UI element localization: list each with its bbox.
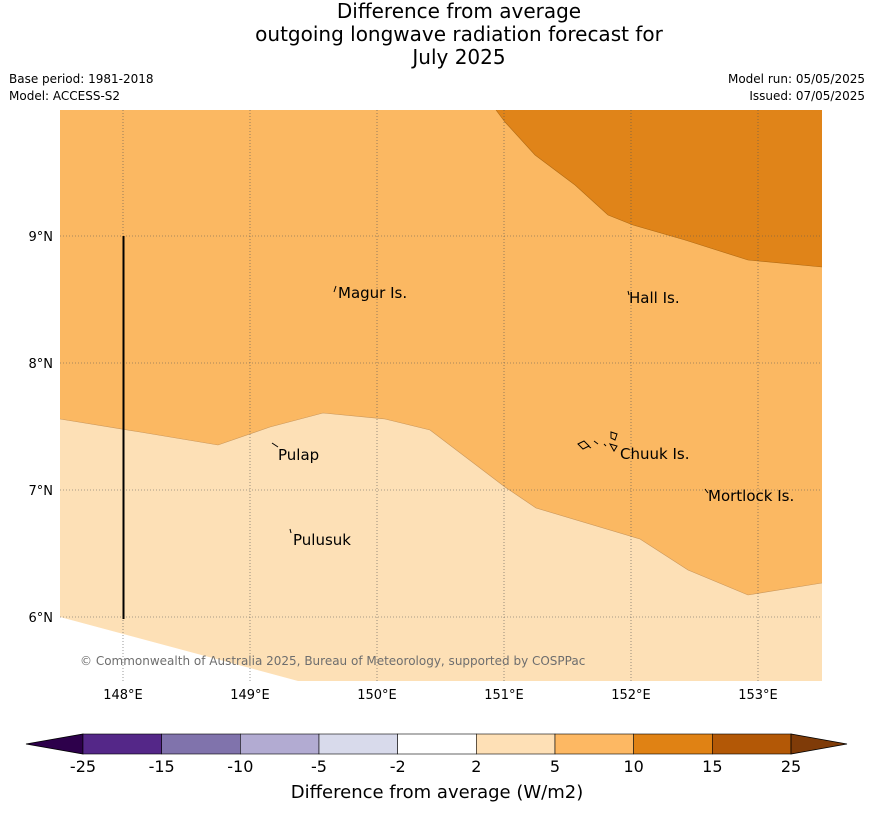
meta-left: Base period: 1981-2018 Model: ACCESS-S2 — [9, 71, 154, 105]
colorbar-tick-label: -5 — [311, 757, 327, 776]
colorbar-segment — [476, 733, 556, 755]
lat-tick-7n: 7°N — [29, 484, 54, 499]
colorbar-label: Difference from average (W/m2) — [291, 782, 583, 803]
colorbar-segment — [633, 733, 713, 755]
model-run: Model run: 05/05/2025 — [727, 72, 865, 86]
colorbar — [25, 733, 848, 755]
colorbar-tick-label: 5 — [550, 757, 560, 776]
lon-tick-149: 149°E — [230, 688, 270, 703]
band-10-to-15 — [496, 110, 822, 267]
contour-10 — [495, 110, 822, 268]
lat-tick-6n: 6°N — [29, 611, 54, 626]
place-pulap: Pulap — [278, 446, 319, 464]
title-line-1: Difference from average — [336, 0, 582, 23]
colorbar-segment — [554, 733, 634, 755]
colorbar-segment — [318, 733, 398, 755]
colorbar-tick-label: -25 — [70, 757, 96, 776]
lon-tick-153: 153°E — [738, 688, 778, 703]
colorbar-segment — [82, 733, 162, 755]
colorbar-segment — [712, 733, 792, 755]
contour-5 — [60, 412, 822, 596]
island-shapes — [271, 285, 709, 534]
base-period: Base period: 1981-2018 — [9, 72, 154, 86]
colorbar-tick-label: 10 — [623, 757, 643, 776]
lat-tick-labels: 9°N 8°N 7°N 6°N — [29, 230, 54, 626]
gridlines — [60, 110, 822, 681]
model-name: Model: ACCESS-S2 — [9, 89, 121, 103]
title-line-3: July 2025 — [412, 45, 506, 69]
map-area: Magur Is. Hall Is. Pulap Chuuk Is. Mortl… — [60, 110, 822, 681]
colorbar-segment — [397, 733, 477, 755]
colorbar-tick-label: -2 — [390, 757, 406, 776]
place-pulusuk: Pulusuk — [293, 531, 351, 549]
place-mortlock: Mortlock Is. — [708, 487, 794, 505]
title-line-2: outgoing longwave radiation forecast for — [255, 22, 663, 46]
lon-tick-151: 151°E — [484, 688, 524, 703]
meta-right: Model run: 05/05/2025 Issued: 07/05/2025 — [728, 71, 865, 105]
colorbar-arrow-high — [790, 733, 848, 755]
colorbar-tick-labels: -25 -15 -10 -5 -2 2 5 10 15 25 — [70, 757, 801, 776]
chart-title: Difference from average outgoing longwav… — [0, 0, 873, 69]
hall-island-shape — [627, 290, 630, 296]
lat-tick-9n: 9°N — [29, 230, 54, 245]
pulusuk-island-shape — [289, 528, 292, 534]
issued-date: Issued: 07/05/2025 — [749, 89, 865, 103]
colorbar-arrow-low — [25, 733, 84, 755]
colorbar-tick-label: 2 — [471, 757, 481, 776]
colorbar-segment — [161, 733, 241, 755]
place-chuuk: Chuuk Is. — [620, 445, 689, 463]
lat-tick-8n: 8°N — [29, 357, 54, 372]
band-5-to-10 — [60, 110, 822, 595]
mortlock-island-shape — [704, 488, 709, 494]
place-magur: Magur Is. — [338, 284, 407, 302]
outside-wedge — [60, 617, 298, 681]
place-hall: Hall Is. — [629, 289, 680, 307]
chuuk-island-shapes — [577, 431, 618, 452]
magur-island-shape — [333, 285, 337, 293]
lon-tick-148: 148°E — [103, 688, 143, 703]
pulap-island-shape — [271, 442, 279, 448]
copyright-text: © Commonwealth of Australia 2025, Bureau… — [80, 654, 585, 668]
colorbar-segment — [240, 733, 320, 755]
colorbar-tick-label: 15 — [702, 757, 722, 776]
lon-tick-150: 150°E — [357, 688, 397, 703]
colorbar-tick-label: 25 — [781, 757, 801, 776]
colorbar-tick-label: -15 — [149, 757, 175, 776]
lon-tick-152: 152°E — [611, 688, 651, 703]
colorbar-tick-label: -10 — [227, 757, 253, 776]
lon-tick-labels: 148°E 149°E 150°E 151°E 152°E 153°E — [103, 688, 778, 703]
